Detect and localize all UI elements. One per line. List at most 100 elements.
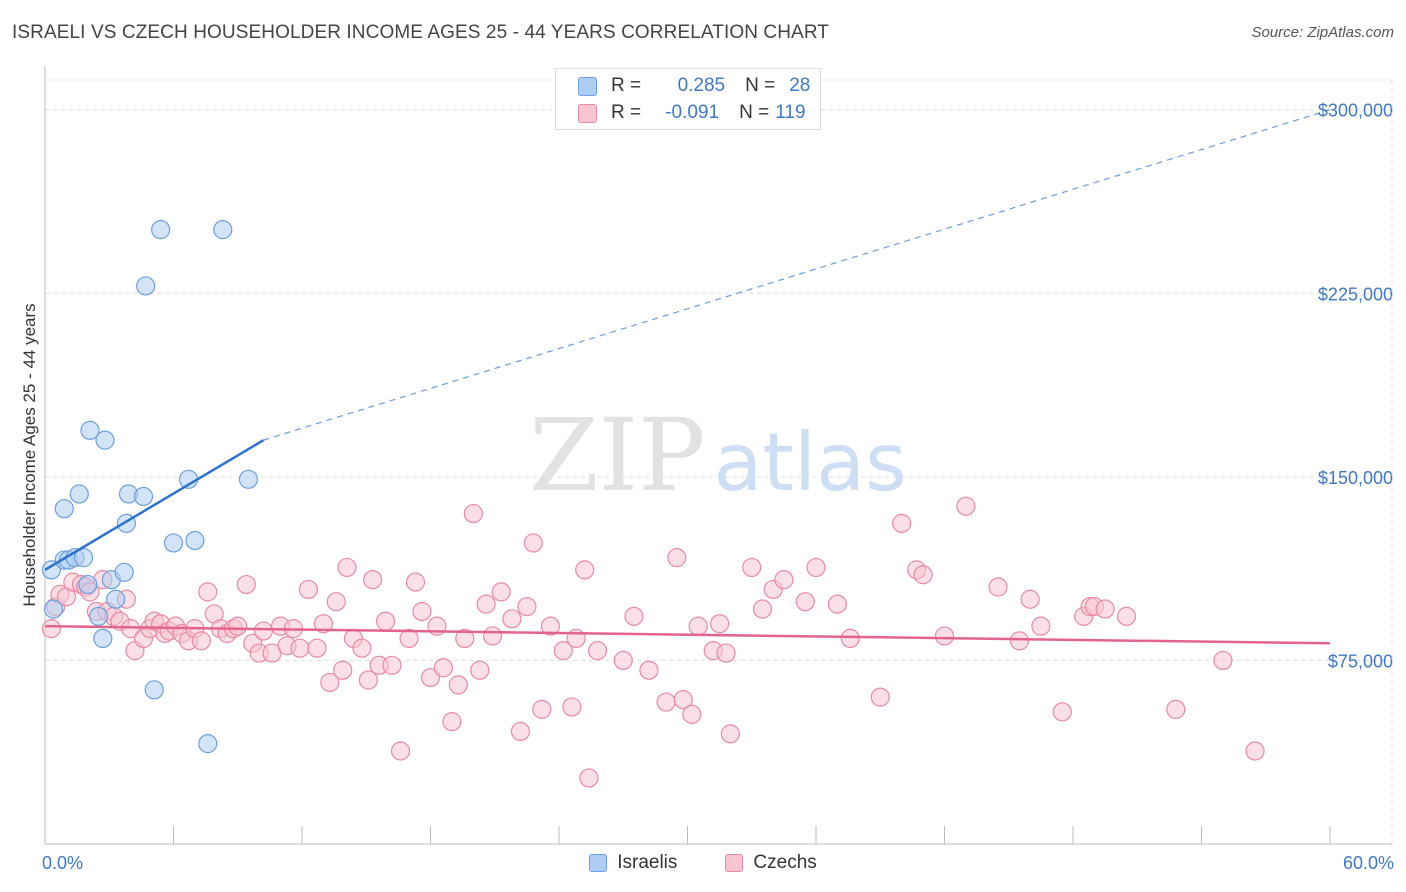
data-point-czechs	[363, 570, 383, 590]
n-label: N =	[739, 102, 770, 123]
data-point-czechs	[613, 650, 633, 671]
data-point-czechs	[1095, 599, 1115, 619]
chart-title: ISRAELI VS CZECH HOUSEHOLDER INCOME AGES…	[12, 22, 830, 43]
data-point-czechs	[795, 592, 815, 612]
y-tick-label: $150,000	[1318, 468, 1393, 488]
data-point-israelis	[114, 562, 134, 582]
data-point-israelis	[88, 606, 109, 626]
stats-legend: R = 0.285 N = 28 R = -0.091 N = 119	[555, 68, 821, 130]
legend-label: Israelis	[617, 852, 678, 873]
n-value: 119	[775, 102, 806, 123]
data-point-czechs	[532, 699, 552, 719]
data-point-czechs	[667, 548, 687, 568]
data-point-czechs	[988, 577, 1008, 597]
data-point-israelis	[78, 574, 98, 595]
data-point-czechs	[313, 614, 334, 634]
trendline-israelis	[44, 439, 265, 571]
stats-row-israelis: R = 0.285 N = 28	[578, 75, 810, 97]
data-point-czechs	[390, 741, 411, 761]
trendline-czechs	[44, 624, 1331, 645]
data-point-czechs	[463, 503, 483, 524]
data-point-czechs	[455, 628, 475, 649]
data-point-israelis	[238, 469, 259, 489]
data-point-czechs	[510, 721, 531, 742]
data-point-czechs	[673, 689, 693, 710]
data-point-czechs	[502, 609, 522, 629]
data-point-czechs	[562, 697, 582, 717]
data-point-israelis	[198, 734, 218, 754]
legend-item-israelis[interactable]: Israelis	[589, 852, 677, 874]
data-point-czechs	[470, 660, 490, 680]
watermark-atlas: atlas	[713, 416, 906, 509]
data-point-czechs	[587, 641, 608, 661]
data-point-czechs	[476, 594, 496, 614]
data-point-czechs	[870, 687, 890, 707]
r-value: -0.091	[665, 102, 720, 123]
data-point-israelis	[41, 560, 62, 580]
data-point-israelis	[73, 548, 94, 568]
data-point-czechs	[253, 621, 274, 641]
series-israelis	[41, 220, 259, 754]
data-point-czechs	[840, 628, 860, 649]
data-point-czechs	[774, 570, 794, 590]
data-point-czechs	[375, 611, 396, 631]
data-point-czechs	[191, 631, 211, 651]
data-point-czechs	[491, 582, 511, 602]
czechs-swatch	[578, 103, 597, 123]
data-point-czechs	[517, 596, 537, 617]
r-value: 0.285	[677, 75, 726, 96]
data-point-czechs	[198, 582, 218, 602]
data-point-czechs	[806, 557, 826, 578]
data-point-israelis	[136, 276, 156, 296]
data-point-czechs	[913, 565, 933, 585]
data-point-czechs	[412, 601, 432, 622]
data-point-czechs	[405, 572, 426, 592]
data-point-czechs	[448, 675, 468, 695]
data-point-czechs	[523, 533, 543, 553]
data-point-israelis	[80, 420, 100, 440]
data-point-czechs	[742, 557, 762, 578]
data-point-israelis	[151, 220, 171, 240]
data-point-czechs	[420, 667, 441, 688]
data-point-czechs	[956, 496, 976, 516]
n-value: 28	[789, 75, 811, 96]
data-point-czechs	[358, 670, 378, 690]
data-point-czechs	[290, 638, 310, 658]
legend-label: Czechs	[753, 852, 817, 873]
data-point-czechs	[752, 599, 773, 619]
data-point-czechs	[1166, 699, 1186, 719]
data-point-czechs	[326, 592, 346, 612]
data-point-czechs	[720, 724, 740, 744]
n-label: N =	[745, 75, 776, 96]
data-point-czechs	[1009, 631, 1030, 651]
data-point-israelis	[213, 220, 233, 240]
trendline-israelis-extension	[263, 109, 1331, 441]
series-legend: Israelis Czechs	[0, 852, 1406, 874]
data-point-czechs	[1213, 650, 1233, 671]
data-point-israelis	[144, 680, 164, 700]
data-point-czechs	[579, 768, 599, 788]
data-point-czechs	[236, 574, 256, 595]
data-point-czechs	[688, 616, 708, 636]
data-point-czechs	[624, 606, 644, 626]
data-point-czechs	[1020, 589, 1040, 609]
chart-source: Source: ZipAtlas.com	[1251, 24, 1394, 41]
data-point-czechs	[892, 513, 912, 533]
data-point-israelis	[163, 533, 184, 553]
data-point-czechs	[1116, 606, 1137, 626]
data-point-czechs	[1245, 741, 1265, 761]
data-point-czechs	[1052, 702, 1072, 722]
data-point-czechs	[710, 614, 730, 634]
data-point-israelis	[106, 589, 126, 609]
data-point-israelis	[43, 599, 64, 619]
data-point-czechs	[553, 641, 573, 661]
data-point-israelis	[54, 499, 74, 519]
legend-item-czechs[interactable]: Czechs	[725, 852, 817, 874]
data-point-czechs	[298, 579, 319, 600]
data-point-czechs	[1031, 616, 1051, 636]
watermark-zip: ZIP	[529, 397, 705, 514]
data-point-czechs	[575, 560, 595, 580]
data-point-czechs	[682, 704, 702, 724]
data-point-czechs	[337, 557, 357, 578]
